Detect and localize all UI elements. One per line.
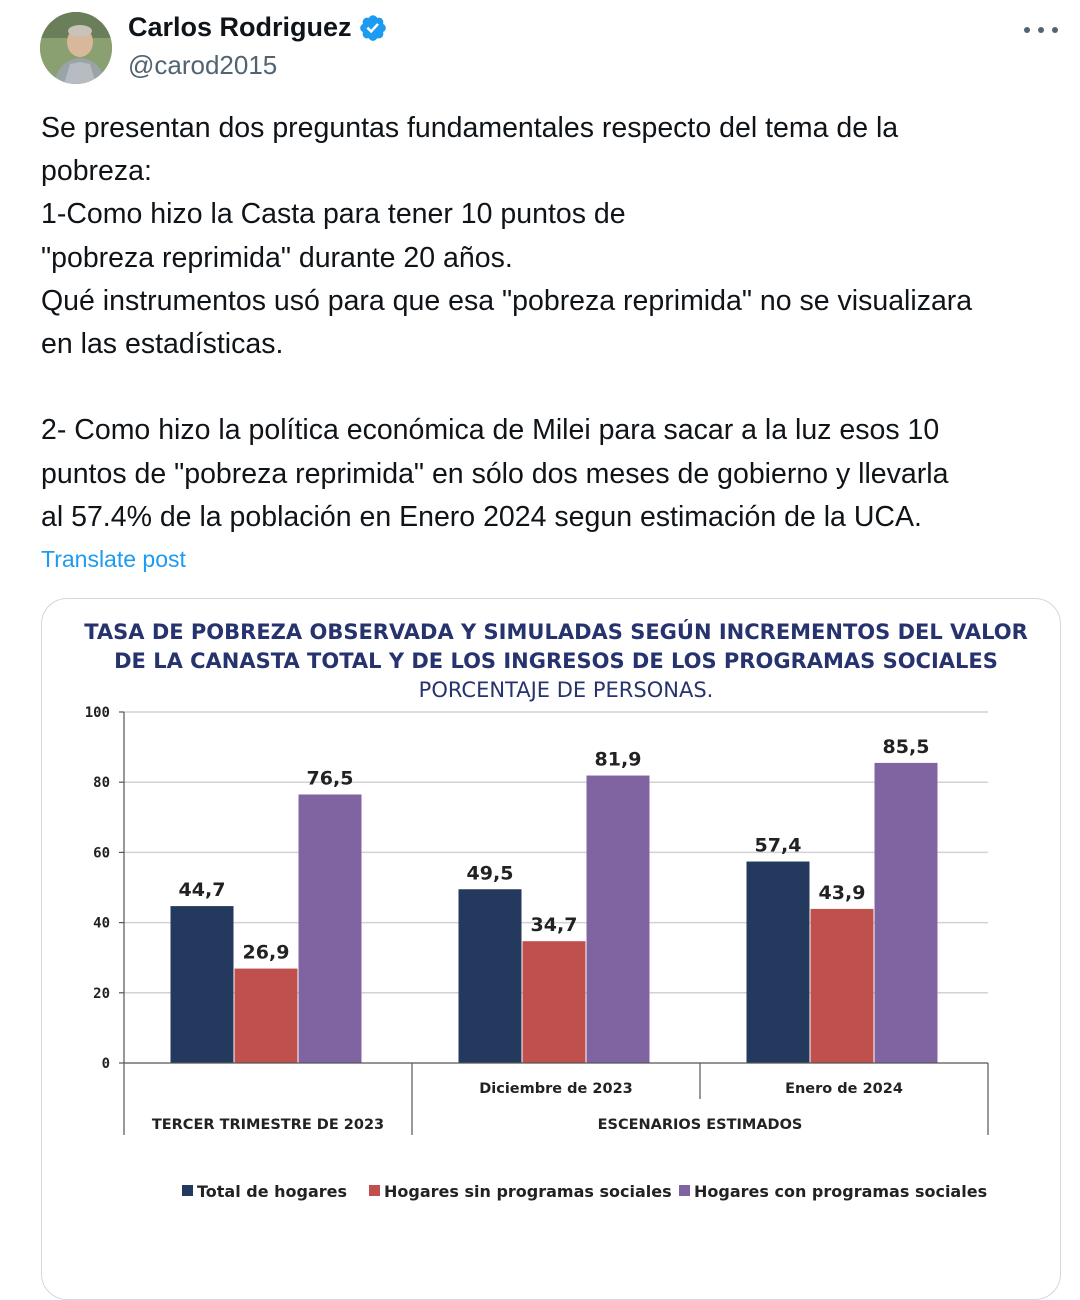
post-line: al 57.4% de la población en Enero 2024 s…	[41, 500, 922, 533]
post-line: Qué instrumentos usó para que esa "pobre…	[41, 284, 973, 317]
post-media-image[interactable]: TASA DE POBREZA OBSERVADA Y SIMULADAS SE…	[41, 598, 1061, 1300]
y-tick-label: 60	[93, 845, 110, 861]
chart-legend: Total de hogares Hogares sin programas so…	[182, 1182, 987, 1201]
bar	[746, 861, 810, 1063]
translate-post-link[interactable]: Translate post	[41, 546, 186, 572]
y-tick-label: 100	[85, 705, 110, 721]
post-line: Se presentan dos preguntas fundamentales…	[41, 112, 899, 144]
chart-title-line-2: DE LA CANASTA TOTAL Y DE LOS INGRESOS DE…	[114, 649, 998, 673]
more-dot-icon	[1038, 27, 1044, 33]
person-photo-avatar-icon	[40, 12, 112, 84]
y-tick-label: 80	[93, 775, 110, 791]
chart-bars	[170, 762, 938, 1063]
y-tick-label: 40	[93, 916, 110, 932]
verified-badge-icon	[359, 14, 386, 41]
y-tick-label: 20	[93, 986, 110, 1002]
bar	[874, 762, 938, 1063]
post-line: pobreza:	[41, 155, 152, 188]
chart-axes: 0 20 40 60 80 100 Diciembre de 2023 Enero de 20…	[85, 705, 989, 1135]
post-text: Se presentan dos preguntas fundamentales…	[41, 107, 1071, 539]
bar-value-label: 26,9	[243, 942, 290, 964]
post-line-blank	[41, 366, 1071, 409]
x-category-label: Diciembre de 2023	[479, 1081, 633, 1097]
more-dot-icon	[1052, 27, 1058, 33]
x-group-label: ESCENARIOS ESTIMADOS	[598, 1117, 803, 1133]
author-handle[interactable]: @carod2015	[128, 50, 278, 80]
bar-value-label: 44,7	[179, 879, 226, 901]
bar-value-label: 57,4	[755, 835, 802, 857]
more-options-button[interactable]	[1024, 18, 1058, 42]
chart-title-line-1: TASA DE POBREZA OBSERVADA Y SIMULADAS SE…	[84, 619, 1028, 644]
avatar[interactable]	[40, 12, 112, 84]
legend-label: Total de hogares	[197, 1182, 347, 1201]
more-dot-icon	[1024, 27, 1030, 33]
poverty-bar-chart: TASA DE POBREZA OBSERVADA Y SIMULADAS SE…	[84, 619, 1028, 1201]
post-line: puntos de "pobreza reprimida" en sólo do…	[41, 457, 949, 490]
bar	[234, 968, 298, 1063]
post-line: "pobreza reprimida" durante 20 años.	[41, 241, 513, 274]
bar-value-label: 43,9	[819, 882, 866, 904]
bar-value-label: 76,5	[307, 767, 354, 789]
bar	[586, 775, 650, 1063]
author-name-row[interactable]: Carlos Rodriguez	[128, 12, 388, 43]
legend-swatch	[679, 1185, 690, 1196]
legend-label: Hogares con programas sociales	[694, 1182, 987, 1201]
post-line: 1-Como hizo la Casta para tener 10 punto…	[41, 198, 626, 231]
chart-subtitle: PORCENTAJE DE PERSONAS.	[419, 678, 714, 702]
bar	[458, 889, 522, 1063]
legend-swatch	[369, 1185, 380, 1196]
bar	[522, 941, 586, 1063]
legend-swatch	[182, 1185, 193, 1196]
bar-value-label: 34,7	[531, 914, 578, 936]
x-group-label: TERCER TRIMESTRE DE 2023	[152, 1117, 384, 1133]
bar	[298, 794, 362, 1063]
y-tick-label: 0	[102, 1056, 110, 1072]
post-line: 2- Como hizo la política económica de Mi…	[41, 414, 940, 447]
legend-label: Hogares sin programas sociales	[384, 1182, 672, 1201]
author-name[interactable]: Carlos Rodriguez	[128, 12, 352, 42]
bar	[810, 908, 874, 1063]
bar-value-label: 81,9	[595, 749, 642, 771]
bar	[170, 906, 234, 1063]
bar-value-label: 85,5	[883, 736, 930, 758]
post-line: en las estadísticas.	[41, 328, 284, 361]
chart-value-labels: 44,7 26,9 76,5 49,5 34,7 81,9 57,4 43,9 85,5	[179, 736, 930, 964]
x-category-label: Enero de 2024	[785, 1081, 903, 1097]
bar-value-label: 49,5	[467, 862, 514, 884]
